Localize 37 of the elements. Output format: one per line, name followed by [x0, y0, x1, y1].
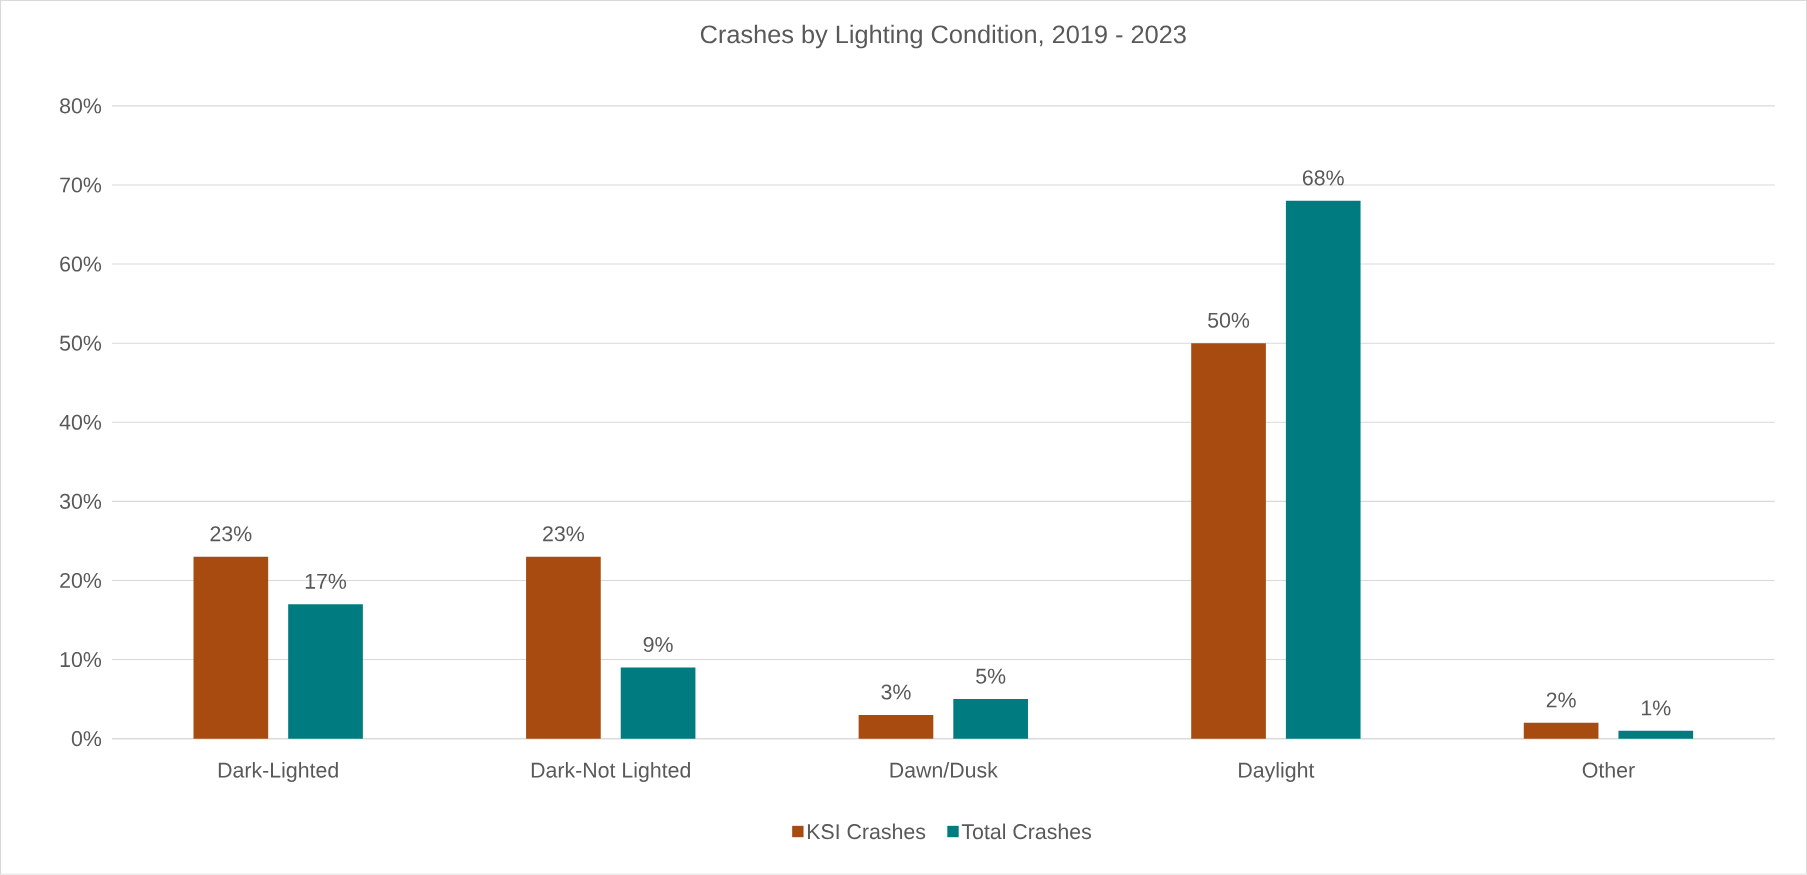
bar — [288, 604, 363, 739]
data-label: 50% — [1208, 312, 1250, 328]
x-tick-label: Dawn/Dusk — [890, 762, 998, 778]
y-tick-label: 50% — [60, 335, 102, 351]
x-tick-label: Dark-Lighted — [218, 762, 338, 782]
data-label: 5% — [976, 668, 1006, 684]
data-label: 3% — [881, 684, 911, 700]
y-tick-label: 60% — [60, 256, 102, 272]
y-tick-label: 80% — [60, 98, 102, 114]
bar — [858, 714, 934, 739]
data-label: 9% — [643, 637, 673, 653]
legend-label: KSI Crashes — [807, 823, 926, 840]
bar — [1523, 722, 1599, 739]
bar — [620, 667, 696, 739]
data-label: 68% — [1302, 170, 1344, 186]
bar — [1618, 730, 1694, 739]
data-label: 1% — [1642, 700, 1671, 716]
y-tick-label: 20% — [60, 572, 102, 589]
bar — [953, 699, 1028, 739]
bar — [526, 556, 601, 739]
data-label: 2% — [1546, 692, 1576, 708]
bar — [193, 556, 269, 739]
chart-title: Crashes by Lighting Condition, 2019 - 2023 — [700, 24, 1186, 49]
data-label: 17% — [305, 573, 347, 589]
x-tick-label: Daylight — [1239, 762, 1315, 782]
x-tick-label: Dark-Not Lighted — [531, 762, 690, 782]
data-label: 23% — [210, 526, 252, 542]
data-label: 23% — [543, 526, 584, 542]
y-tick-label: 70% — [60, 177, 102, 193]
bar — [1191, 343, 1266, 739]
y-tick-label: 40% — [59, 414, 102, 430]
legend-label: Total Crashes — [961, 823, 1092, 840]
bar — [1285, 200, 1361, 739]
y-tick-label: 0% — [71, 731, 102, 747]
y-tick-label: 10% — [60, 652, 102, 668]
x-tick-label: Other — [1582, 762, 1635, 778]
y-tick-label: 30% — [59, 493, 102, 509]
